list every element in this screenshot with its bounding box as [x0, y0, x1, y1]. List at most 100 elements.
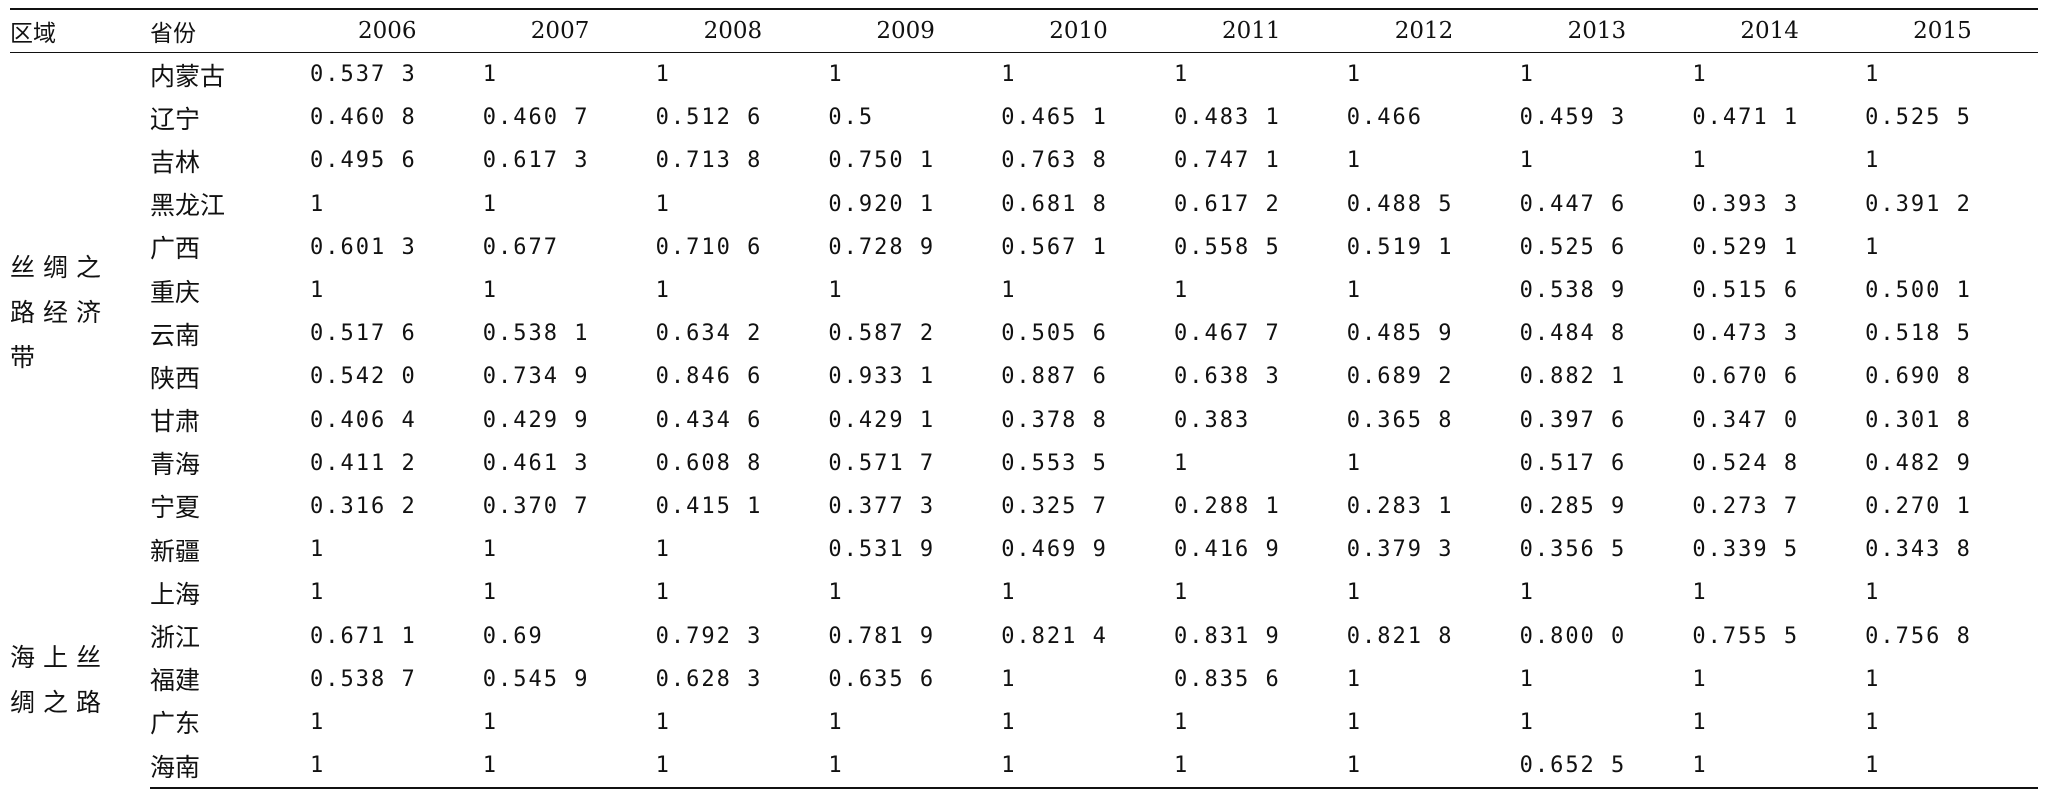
value-cell: 1: [482, 580, 499, 606]
value-cell: 0.429 9: [482, 407, 590, 433]
value-cell: 1: [1001, 709, 1017, 735]
value-cell: 0.460 8: [310, 105, 417, 131]
header-year-label: 2006: [358, 18, 417, 44]
province-cell: 黑龙江: [150, 191, 226, 221]
value-cell: 1: [655, 537, 671, 563]
value-cell: 0.488 5: [1346, 191, 1454, 217]
value-cell: 1: [1692, 580, 1708, 606]
value-cell: 0.505 6: [1001, 321, 1108, 347]
value-cell: 0.821 8: [1346, 623, 1454, 649]
table-row: 吉林 0.495 6 0.617 3 0.713 8 0.750 1 0.763 8 0.7…: [10, 139, 2038, 182]
value-cell: 0.525 5: [1865, 105, 1972, 131]
value-cell: 0.792 3: [655, 623, 763, 649]
table-row: 福建 0.538 7 0.545 9 0.628 3 0.635 6 1 0.835 6 1 1…: [10, 658, 2038, 701]
value-cell: 0.652 5: [1519, 744, 1693, 790]
value-cell: 0.471 1: [1692, 105, 1800, 131]
header-year-label: 2010: [1049, 18, 1108, 44]
value-cell: 0.285 9: [1519, 493, 1627, 519]
province-cell: 广东: [150, 709, 201, 739]
value-cell: 0.69: [482, 623, 544, 649]
value-cell: 0.393 3: [1692, 191, 1800, 217]
value-cell: 0.406 4: [310, 407, 417, 433]
value-cell: 0.710 6: [655, 234, 763, 260]
header-year-2008: 2008: [655, 8, 829, 53]
value-cell: 1: [1865, 666, 1881, 692]
header-year-2014: 2014: [1692, 8, 1866, 53]
value-cell: 0.538 9: [1519, 278, 1627, 304]
province-cell: 新疆: [150, 536, 201, 566]
province-cell: 宁夏: [150, 493, 201, 523]
value-cell: 0.512 6: [655, 105, 763, 131]
value-cell: 1: [482, 62, 499, 88]
value-cell: 0.465 1: [1001, 105, 1108, 131]
value-cell: 1: [482, 537, 499, 563]
value-cell: 1: [828, 744, 1002, 790]
value-cell: 1: [1692, 666, 1708, 692]
value-cell: 1: [1173, 62, 1190, 88]
value-cell: 0.273 7: [1692, 493, 1800, 519]
value-cell: 1: [1173, 709, 1190, 735]
value-cell: 0.485 9: [1346, 321, 1454, 347]
value-cell: 0.755 5: [1692, 623, 1800, 649]
value-cell: 0.617 3: [482, 148, 590, 174]
value-cell: 1: [1173, 744, 1347, 790]
value-cell: 1: [482, 709, 499, 735]
efficiency-table-container: 区域 省份 2006 2007 2008 2009 2010 2011 2012 2013 20…: [10, 8, 2038, 790]
region-cell: 海上丝绸之路: [10, 642, 110, 717]
value-cell: 1: [828, 709, 844, 735]
value-cell: 1: [1346, 278, 1363, 304]
header-year-2013: 2013: [1519, 8, 1693, 53]
value-cell: 1: [1001, 62, 1017, 88]
value-cell: 1: [1519, 62, 1535, 88]
value-cell: 0.416 9: [1173, 537, 1281, 563]
value-cell: 0.495 6: [310, 148, 417, 174]
value-cell: 0.466: [1346, 105, 1424, 131]
value-cell: 0.325 7: [1001, 493, 1108, 519]
value-cell: 0.920 1: [828, 191, 936, 217]
value-cell: 0.933 1: [828, 364, 936, 390]
value-cell: 0.567 1: [1001, 234, 1108, 260]
header-year-label: 2011: [1221, 18, 1281, 44]
value-cell: 0.447 6: [1519, 191, 1627, 217]
value-cell: 0.415 1: [655, 493, 763, 519]
value-cell: 1: [655, 191, 671, 217]
value-cell: 0.558 5: [1173, 234, 1281, 260]
value-cell: 1: [310, 191, 326, 217]
value-cell: 0.635 6: [828, 666, 936, 692]
value-cell: 1: [1346, 666, 1363, 692]
value-cell: 0.531 9: [828, 537, 936, 563]
header-year-label: 2009: [876, 18, 935, 44]
value-cell: 0.538 1: [482, 321, 590, 347]
table-header: 区域 省份 2006 2007 2008 2009 2010 2011 2012 2013 20…: [10, 8, 2038, 53]
value-cell: 0.343 8: [1865, 537, 1972, 563]
table-row: 青海 0.411 2 0.461 3 0.608 8 0.571 7 0.553 5 1 1 0…: [10, 442, 2038, 485]
value-cell: 0.601 3: [310, 234, 417, 260]
table-row: 辽宁 0.460 8 0.460 7 0.512 6 0.5 0.465 1 0.483 1…: [10, 96, 2038, 139]
header-year-label: 2008: [703, 18, 763, 44]
value-cell: 0.473 3: [1692, 321, 1800, 347]
value-cell: 1: [310, 744, 483, 790]
value-cell: 0.519 1: [1346, 234, 1454, 260]
value-cell: 1: [1346, 62, 1363, 88]
header-year-2006: 2006: [310, 8, 483, 53]
value-cell: 0.347 0: [1692, 407, 1800, 433]
value-cell: 0.571 7: [828, 450, 936, 476]
value-cell: 1: [1346, 580, 1363, 606]
value-cell: 0.288 1: [1173, 493, 1281, 519]
table-row: 宁夏 0.316 2 0.370 7 0.415 1 0.377 3 0.325 7 0.2…: [10, 485, 2038, 528]
value-cell: 1: [1692, 709, 1708, 735]
value-cell: 0.529 1: [1692, 234, 1800, 260]
value-cell: 0.728 9: [828, 234, 936, 260]
value-cell: 1: [1865, 580, 1881, 606]
value-cell: 1: [655, 744, 829, 790]
table-row: 重庆 1 1 1 1 1 1 1 0.538 9 0.515 6 0.500 1: [10, 269, 2038, 312]
value-cell: 0.467 7: [1173, 321, 1281, 347]
value-cell: 1: [1865, 744, 2038, 790]
header-region: 区域: [10, 8, 150, 53]
value-cell: 1: [482, 744, 656, 790]
value-cell: 0.553 5: [1001, 450, 1108, 476]
value-cell: 1: [1346, 450, 1363, 476]
value-cell: 0.677: [482, 234, 560, 260]
value-cell: 0.545 9: [482, 666, 590, 692]
